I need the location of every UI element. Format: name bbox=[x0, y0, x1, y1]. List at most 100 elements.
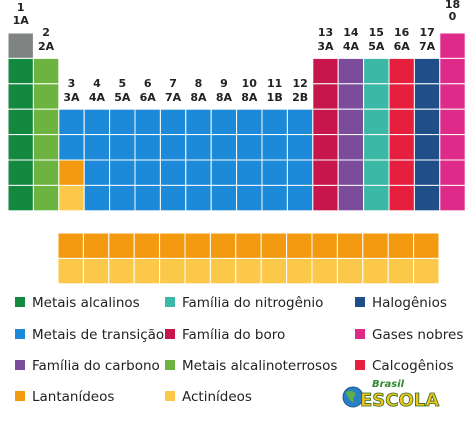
lanthanide-cell bbox=[184, 232, 211, 259]
element-cell bbox=[413, 159, 441, 186]
legend-label: Lantanídeos bbox=[32, 389, 114, 405]
lanthanide-cell bbox=[387, 232, 415, 259]
element-cell bbox=[159, 108, 187, 136]
element-cell bbox=[312, 83, 339, 110]
element-cell bbox=[337, 134, 365, 161]
element-cell bbox=[210, 159, 238, 186]
lanthanide-cell bbox=[133, 232, 161, 259]
element-cell bbox=[312, 57, 339, 85]
element-cell bbox=[210, 184, 238, 212]
legend-label: Metais de transição bbox=[32, 327, 164, 343]
element-cell bbox=[388, 184, 415, 212]
element-cell bbox=[337, 83, 365, 110]
logo-land bbox=[346, 390, 356, 403]
group-label: 4A bbox=[89, 91, 106, 104]
group-label: 1A bbox=[13, 14, 30, 27]
legend-swatch bbox=[15, 391, 25, 401]
element-cell bbox=[439, 159, 466, 186]
element-cell bbox=[413, 57, 441, 85]
lanthanide-cell bbox=[82, 232, 110, 259]
actinide-cell bbox=[108, 257, 135, 285]
group-label: 5A bbox=[114, 91, 131, 104]
legend-label: Gases nobres bbox=[372, 327, 463, 343]
actinide-cell bbox=[209, 257, 237, 285]
element-cell bbox=[286, 108, 314, 136]
element-cell bbox=[286, 159, 314, 186]
group-number: 10 bbox=[242, 77, 258, 90]
element-cell bbox=[439, 108, 466, 136]
group-number: 8 bbox=[195, 77, 203, 90]
element-cell bbox=[363, 184, 390, 212]
group-number: 14 bbox=[343, 26, 359, 39]
element-cell bbox=[32, 134, 60, 161]
actinide-cell bbox=[235, 257, 262, 285]
actinide-cell bbox=[387, 257, 415, 285]
element-cell bbox=[185, 134, 212, 161]
element-cell bbox=[32, 159, 60, 186]
element-cell bbox=[83, 108, 111, 136]
element-cell bbox=[7, 108, 34, 136]
element-cell bbox=[32, 83, 60, 110]
element-cell bbox=[7, 184, 34, 212]
group-number: 5 bbox=[118, 77, 126, 90]
element-cell bbox=[312, 159, 339, 186]
element-cell bbox=[413, 108, 441, 136]
lanthanide-cell bbox=[362, 232, 389, 259]
legend-label: Metais alcalinos bbox=[32, 295, 140, 311]
element-cell bbox=[7, 134, 34, 161]
element-cell bbox=[109, 184, 136, 212]
legend-label: Halogênios bbox=[372, 295, 447, 311]
element-cell bbox=[58, 134, 85, 161]
element-cell bbox=[32, 184, 60, 212]
actinide-cell bbox=[336, 257, 364, 285]
element-cell bbox=[7, 83, 34, 110]
element-cell bbox=[210, 134, 238, 161]
group-label: 8A bbox=[190, 91, 207, 104]
element-cell bbox=[337, 159, 365, 186]
actinide-cell bbox=[311, 257, 338, 285]
legend-label: Calcogênios bbox=[372, 358, 454, 374]
group-number: 11 bbox=[267, 77, 282, 90]
element-cell bbox=[286, 134, 314, 161]
element-cell bbox=[439, 32, 466, 59]
group-number: 4 bbox=[93, 77, 101, 90]
element-cell bbox=[388, 159, 415, 186]
element-cell bbox=[109, 108, 136, 136]
element-cell bbox=[337, 57, 365, 85]
element-cell bbox=[109, 159, 136, 186]
element-cell bbox=[312, 108, 339, 136]
group-number: 7 bbox=[169, 77, 177, 90]
lanthanide-cell bbox=[413, 232, 440, 259]
element-cell bbox=[236, 184, 263, 212]
element-cell bbox=[413, 134, 441, 161]
element-cell bbox=[439, 134, 466, 161]
legend-swatch bbox=[355, 360, 365, 370]
element-cell bbox=[261, 134, 288, 161]
element-cell bbox=[7, 32, 34, 59]
element-cell bbox=[83, 159, 111, 186]
group-label: 0 bbox=[449, 10, 457, 23]
lanthanide-cell bbox=[336, 232, 364, 259]
element-cell bbox=[261, 159, 288, 186]
group-label: 7A bbox=[419, 40, 436, 53]
group-number: 3 bbox=[68, 77, 76, 90]
actinide-cell bbox=[184, 257, 211, 285]
element-cell bbox=[363, 159, 390, 186]
actinide-cell bbox=[133, 257, 161, 285]
group-label: 3A bbox=[63, 91, 80, 104]
element-cell bbox=[134, 184, 161, 212]
element-cell bbox=[7, 159, 34, 186]
legend-swatch bbox=[355, 297, 365, 307]
lanthanide-cell bbox=[209, 232, 237, 259]
element-cell bbox=[337, 108, 365, 136]
element-cell bbox=[58, 108, 85, 136]
element-cell bbox=[159, 184, 187, 212]
element-cell bbox=[312, 184, 339, 212]
element-cell bbox=[109, 134, 136, 161]
element-cell bbox=[83, 134, 111, 161]
legend-label: Metais alcalinoterrosos bbox=[182, 358, 337, 374]
group-label: 3A bbox=[317, 40, 334, 53]
element-cell bbox=[439, 184, 466, 212]
element-cell bbox=[159, 134, 187, 161]
element-cell bbox=[134, 134, 161, 161]
